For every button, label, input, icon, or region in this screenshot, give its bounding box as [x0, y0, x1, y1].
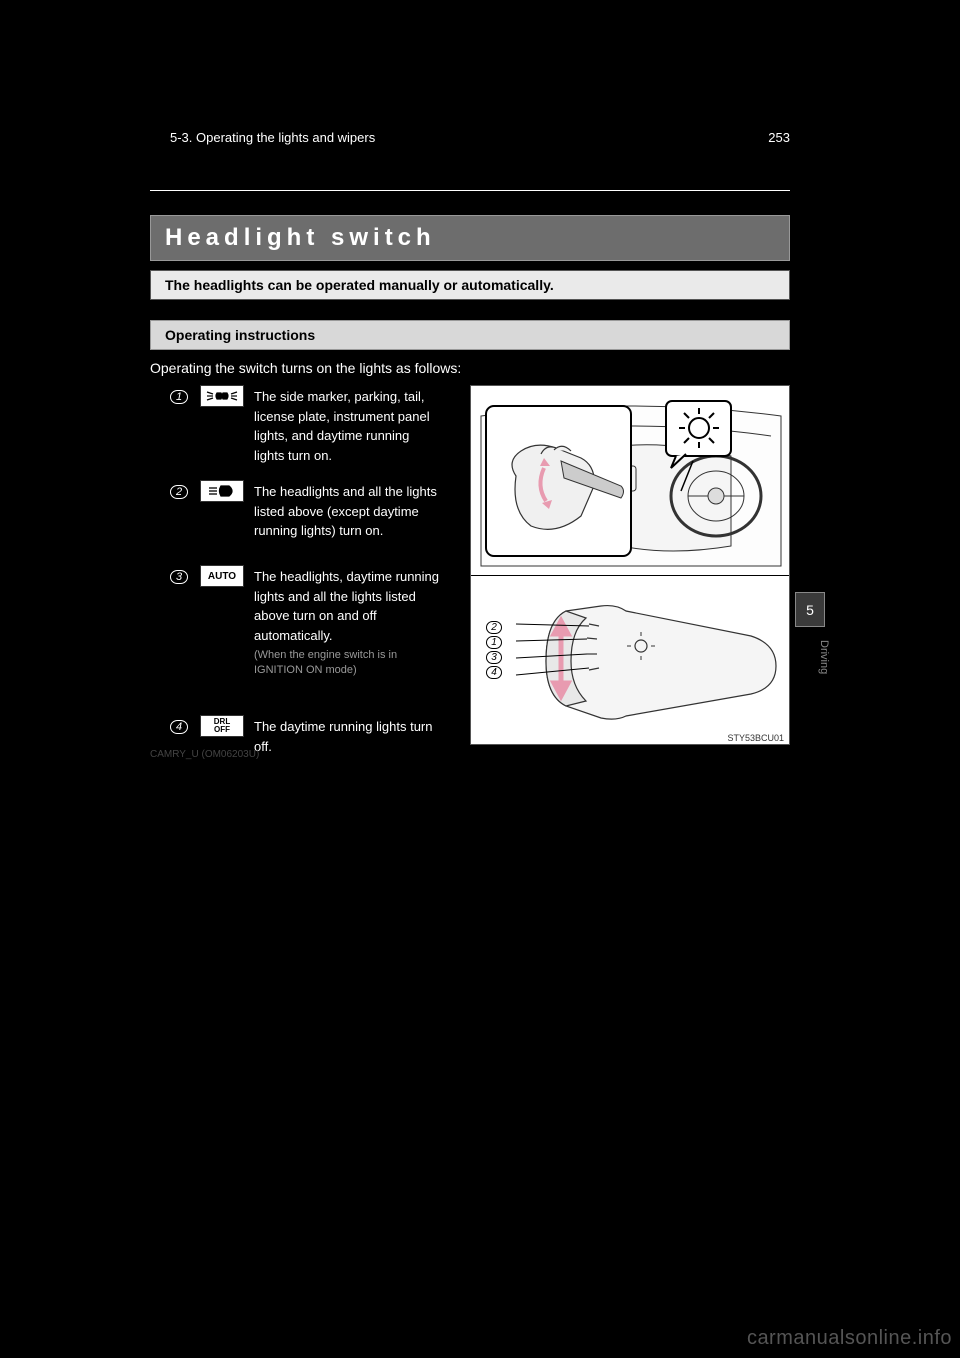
intro-bar: The headlights can be operated manually … [150, 270, 790, 300]
callout-num: 2 [486, 621, 502, 634]
auto-icon: AUTO [200, 565, 244, 587]
side-light-icon [200, 385, 244, 407]
callout-num: 4 [486, 666, 502, 679]
side-tab: 5 [795, 592, 825, 627]
list-item: 4 DRLOFF The daytime running lights turn… [170, 715, 440, 775]
list-item: 1 The side marker, parking, tail, licens… [170, 385, 440, 480]
item-number: 3 [170, 567, 188, 585]
section-bar: Operating instructions [150, 320, 790, 350]
list-item: 2 The headlights and all the lights list… [170, 480, 440, 565]
callout-num: 3 [486, 651, 502, 664]
section-text: Operating instructions [165, 327, 315, 343]
callout-stack: 2 1 3 4 [486, 621, 502, 679]
title-text: Headlight switch [165, 224, 436, 252]
footer-code: CAMRY_U (OM06203U) [150, 749, 259, 760]
page-number: 253 [768, 130, 790, 145]
headlight-icon [200, 480, 244, 502]
intro-text: The headlights can be operated manually … [165, 277, 554, 293]
item-number: 1 [170, 387, 188, 405]
figure-top-panel [471, 386, 789, 576]
figure-bottom-panel: 2 1 3 4 STY53BCU01 [471, 576, 789, 746]
title-bar: Headlight switch [150, 215, 790, 261]
watermark: carmanualsonline.info [747, 1327, 952, 1350]
item-number: 2 [170, 482, 188, 500]
callout-num: 1 [486, 636, 502, 649]
breadcrumb: 5-3. Operating the lights and wipers [170, 130, 375, 145]
figure: 2 1 3 4 STY53BCU01 [470, 385, 790, 745]
instruction-list: 1 The side marker, parking, tail, licens… [170, 385, 440, 775]
figure-id: STY53BCU01 [727, 733, 784, 743]
item-number: 4 [170, 717, 188, 735]
list-item: 3 AUTO The headlights, daytime running l… [170, 565, 440, 715]
drl-off-icon: DRLOFF [200, 715, 244, 737]
header-rule [150, 190, 790, 191]
item-note: (When the engine switch is in IGNITION O… [170, 648, 440, 679]
side-label: Driving [790, 640, 830, 674]
instruction-text: Operating the switch turns on the lights… [150, 360, 461, 376]
